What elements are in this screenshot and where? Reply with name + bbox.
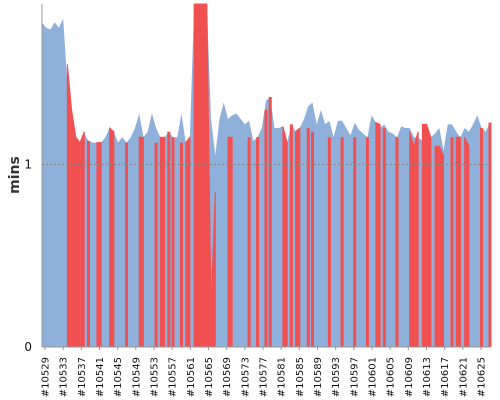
x-tick-label: #10545	[113, 357, 124, 397]
x-tick-label: #10529	[41, 357, 52, 397]
current-area-band	[409, 131, 419, 348]
current-area-band	[109, 126, 115, 348]
current-area-band	[421, 123, 432, 348]
x-tick-label: #10581	[277, 357, 288, 397]
current-area-band	[375, 121, 381, 348]
current-area-band	[185, 135, 191, 348]
x-tick-label: #10617	[440, 357, 451, 397]
x-tick-label: #10609	[404, 357, 415, 397]
axes: 0 1 #10529 #10533 #10537 #10541 #10545 #10549 #1…	[24, 4, 490, 397]
current-area-band	[66, 64, 85, 348]
x-tick-label: #10569	[222, 357, 233, 397]
current-area-band	[159, 136, 166, 348]
x-tick-label: #10625	[477, 357, 488, 397]
x-tick-label: #10597	[349, 357, 360, 397]
x-tick-label: #10601	[368, 357, 379, 397]
current-area-band	[227, 136, 233, 348]
current-area-band	[138, 136, 144, 348]
y-axis-title: mins	[7, 156, 23, 194]
current-area-band	[193, 3, 216, 348]
x-tick-label: #10613	[422, 357, 433, 397]
x-tick-label: #10549	[131, 357, 142, 397]
x-tick-label: #10593	[331, 357, 342, 397]
x-tick-label: #10541	[95, 357, 106, 397]
current-area-band	[282, 126, 288, 348]
y-tick-label: 0	[24, 340, 32, 354]
x-tick-label: #10561	[186, 357, 197, 397]
x-tick-label: #10537	[77, 357, 88, 397]
current-area-band	[455, 136, 461, 348]
x-tick-label: #10553	[150, 357, 161, 397]
current-area-band	[464, 136, 470, 348]
x-tick-label: #10621	[458, 357, 469, 397]
y-tick-label: 1	[24, 158, 32, 172]
x-tick-label: #10605	[386, 357, 397, 397]
x-tick-label: #10585	[295, 357, 306, 397]
x-tick-label: #10557	[168, 357, 179, 397]
x-tick-label: #10577	[259, 357, 270, 397]
x-tick-label: #10565	[204, 357, 215, 397]
x-tick-label: #10589	[313, 357, 324, 397]
x-tick-label: #10573	[240, 357, 251, 397]
current-area-band	[295, 126, 301, 348]
current-area-band	[96, 142, 102, 348]
plot-area	[42, 3, 492, 348]
current-area-band	[434, 145, 445, 348]
x-tick-label: #10533	[59, 357, 70, 397]
